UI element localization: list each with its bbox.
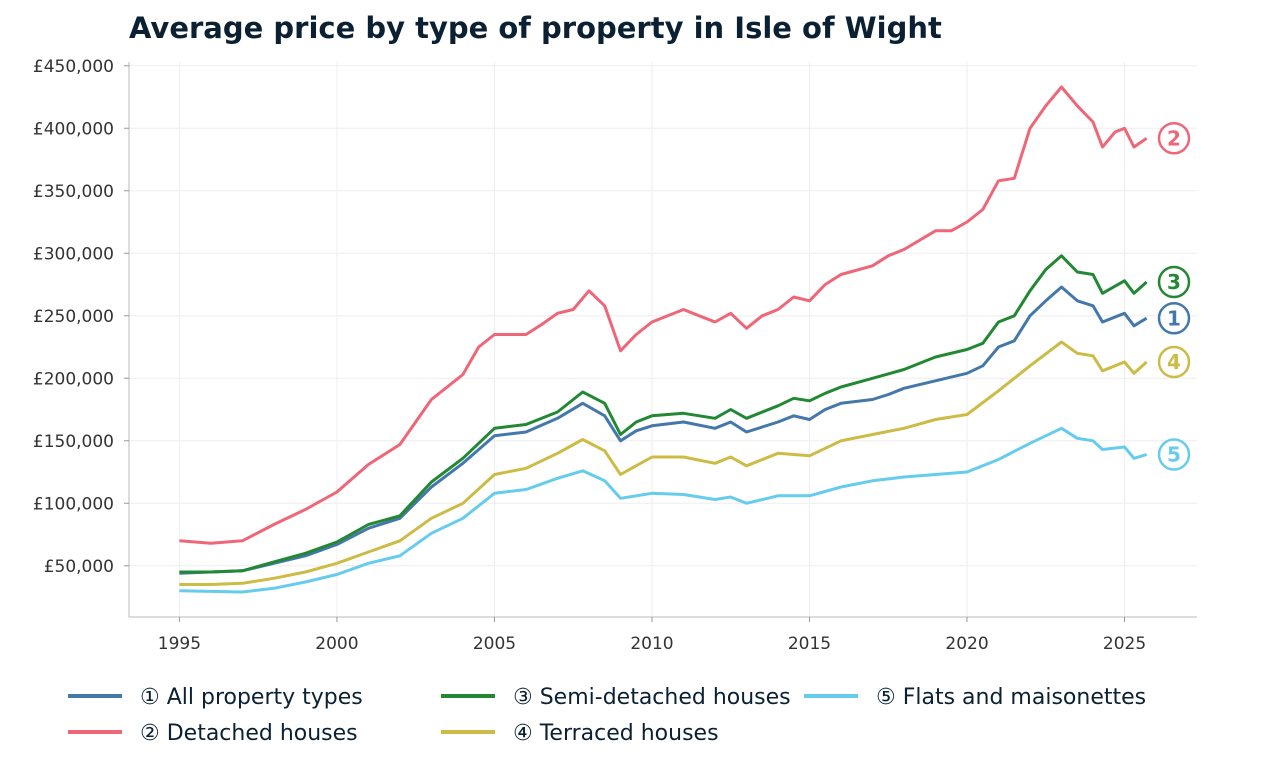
series-line-2 xyxy=(179,85,1148,545)
series-line-5 xyxy=(179,426,1148,594)
x-tick-label: 2025 xyxy=(1103,634,1146,654)
series-line-4 xyxy=(179,340,1148,586)
y-tick-label: £250,000 xyxy=(33,307,114,327)
end-label: 2 xyxy=(1167,126,1181,150)
x-tick-label: 2020 xyxy=(945,634,988,654)
y-tick-label: £150,000 xyxy=(33,432,114,452)
y-tick-label: £100,000 xyxy=(33,494,114,514)
x-axis-ticks: 1995 2000 2005 2010 2015 2020 2025 xyxy=(158,617,1146,654)
end-label-circle xyxy=(1157,302,1191,335)
end-label-circle xyxy=(1157,122,1191,155)
x-tick-label: 2000 xyxy=(315,634,358,654)
end-label-circle xyxy=(1157,438,1191,471)
y-axis-ticks: £50,000 £100,000 £150,000 £200,000 £250,000 £… xyxy=(33,57,129,577)
legend-label: ⑤ Flats and maisonettes xyxy=(876,685,1146,710)
y-tick-label: £50,000 xyxy=(44,557,114,577)
end-label: 1 xyxy=(1167,306,1181,330)
y-tick-label: £300,000 xyxy=(33,244,114,264)
end-label: 3 xyxy=(1167,270,1181,294)
y-tick-label: £200,000 xyxy=(33,369,114,389)
series-lines xyxy=(179,85,1148,594)
legend-label: ② Detached houses xyxy=(140,721,358,746)
series-line-3 xyxy=(179,254,1148,574)
chart-title: Average price by type of property in Isl… xyxy=(129,11,942,45)
series-end-labels: 1 2 3 4 5 xyxy=(1157,122,1191,471)
legend-label: ① All property types xyxy=(140,685,363,710)
end-label-circle xyxy=(1157,265,1191,299)
y-tick-label: £350,000 xyxy=(33,182,114,202)
x-tick-label: 1995 xyxy=(158,634,201,654)
grid xyxy=(129,62,1197,617)
x-tick-label: 2010 xyxy=(630,634,673,654)
end-label-circle xyxy=(1157,345,1191,379)
x-tick-label: 2015 xyxy=(788,634,831,654)
end-label: 5 xyxy=(1167,443,1181,467)
y-tick-label: £450,000 xyxy=(33,57,114,77)
x-tick-label: 2005 xyxy=(473,634,516,654)
legend-label: ③ Semi-detached houses xyxy=(513,685,791,710)
legend-label: ④ Terraced houses xyxy=(513,721,719,746)
series-line-1 xyxy=(179,285,1148,575)
legend: ① All property types ② Detached houses ③ S… xyxy=(68,685,1146,746)
y-tick-label: £400,000 xyxy=(33,119,114,139)
end-label: 4 xyxy=(1167,350,1181,374)
